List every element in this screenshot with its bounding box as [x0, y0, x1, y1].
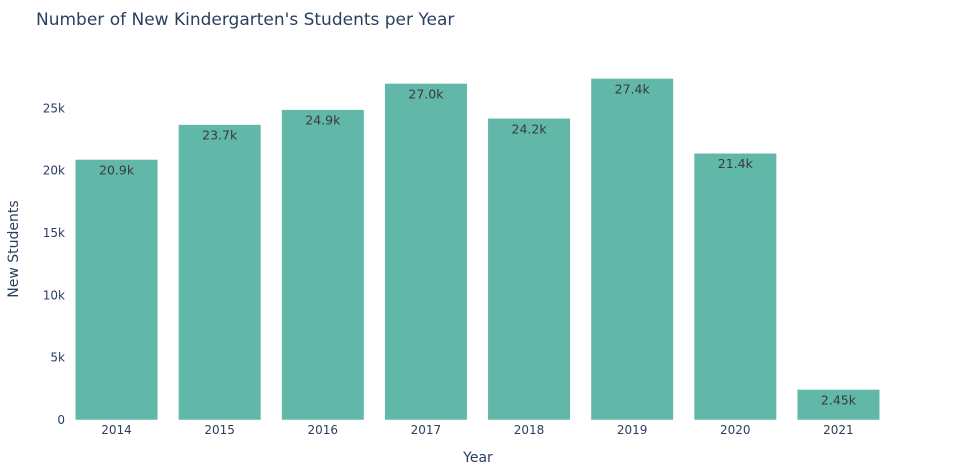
bar-2015[interactable] [178, 124, 262, 421]
bar-2021[interactable] [796, 389, 880, 421]
x-tick-label: 2016 [308, 423, 339, 437]
x-tick-label: 2017 [411, 423, 442, 437]
bar-value-label: 27.4k [615, 81, 651, 96]
y-axis-ticks: 0 5k 10k 15k 20k 25k [43, 101, 65, 427]
bar-value-label: 21.4k [718, 156, 754, 171]
x-tick-label: 2018 [514, 423, 545, 437]
y-tick-label: 15k [43, 226, 65, 240]
x-tick-label: 2014 [101, 423, 132, 437]
bar-value-label: 23.7k [202, 128, 238, 143]
y-tick-label: 0 [57, 413, 65, 427]
x-tick-label: 2015 [204, 423, 235, 437]
bar-2018[interactable] [487, 118, 571, 421]
bar-value-label: 27.0k [408, 86, 444, 101]
bar-2017[interactable] [384, 83, 468, 421]
bar-data-labels: 20.9k 23.7k 24.9k 27.0k 24.2k 27.4k 21.4k 2.45k [99, 81, 857, 407]
x-tick-label: 2019 [617, 423, 648, 437]
y-tick-label: 10k [43, 288, 65, 302]
x-axis-title: Year [462, 450, 493, 466]
x-tick-label: 2020 [720, 423, 751, 437]
bar-value-label: 2.45k [821, 392, 857, 407]
bar-2014[interactable] [75, 159, 159, 421]
chart-title: Number of New Kindergarten's Students pe… [36, 10, 454, 30]
x-tick-label: 2021 [823, 423, 854, 437]
bar-value-label: 20.9k [99, 162, 135, 177]
bar-2020[interactable] [693, 152, 777, 421]
y-tick-label: 5k [50, 351, 65, 365]
bar-value-label: 24.9k [305, 113, 341, 128]
bar-2016[interactable] [281, 109, 365, 421]
bar-series [75, 78, 880, 421]
y-tick-label: 20k [43, 164, 65, 178]
y-axis-title: New Students [6, 200, 22, 297]
bar-2019[interactable] [590, 78, 674, 421]
y-tick-label: 25k [43, 101, 65, 115]
x-axis-ticks: 2014 2015 2016 2017 2018 2019 2020 2021 [101, 423, 853, 437]
bar-value-label: 24.2k [512, 121, 548, 136]
